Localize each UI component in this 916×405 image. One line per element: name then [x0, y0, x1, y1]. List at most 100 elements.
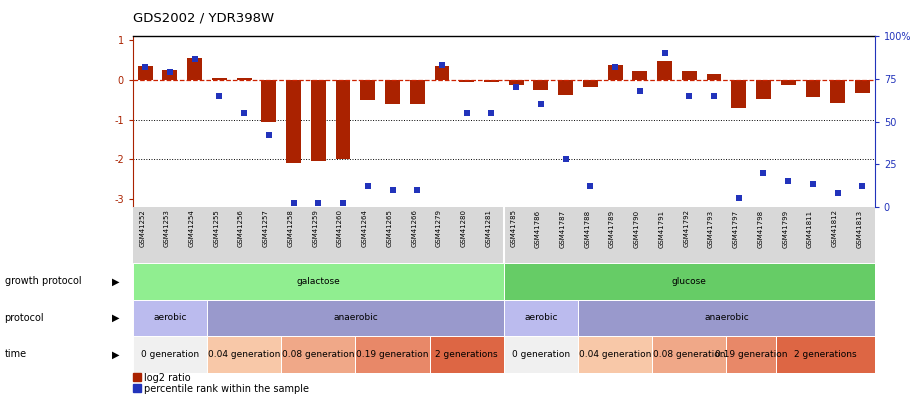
Bar	[409, 80, 425, 104]
Text: growth protocol: growth protocol	[5, 277, 82, 286]
Bar	[805, 80, 821, 96]
Point	[262, 132, 277, 139]
Bar	[355, 336, 430, 373]
Bar	[261, 80, 277, 121]
Bar	[207, 300, 504, 336]
Bar	[558, 80, 573, 95]
Text: GSM41253: GSM41253	[164, 209, 169, 247]
Point	[756, 169, 770, 176]
Text: GSM41813: GSM41813	[856, 209, 862, 247]
Point	[162, 69, 177, 75]
Bar	[286, 80, 301, 163]
Point	[187, 55, 202, 62]
Text: 0 generation: 0 generation	[512, 350, 570, 359]
Text: GSM41793: GSM41793	[708, 209, 714, 247]
Bar	[133, 336, 207, 373]
Point	[731, 195, 746, 201]
Text: GSM41812: GSM41812	[832, 209, 837, 247]
Point	[682, 93, 696, 99]
Bar	[162, 70, 178, 80]
Text: GSM41266: GSM41266	[411, 209, 417, 247]
Text: 0.08 generation: 0.08 generation	[282, 350, 354, 359]
Text: anaerobic: anaerobic	[704, 313, 748, 322]
Text: GSM41797: GSM41797	[733, 209, 738, 247]
Bar	[533, 80, 549, 90]
Bar	[281, 336, 355, 373]
Point	[385, 186, 399, 193]
Text: GSM41785: GSM41785	[510, 209, 516, 247]
Text: GSM41281: GSM41281	[485, 209, 491, 247]
Text: GSM41811: GSM41811	[807, 209, 813, 247]
Text: 2 generations: 2 generations	[435, 350, 498, 359]
Point	[335, 200, 350, 207]
Bar	[207, 336, 281, 373]
Bar	[504, 300, 578, 336]
Point	[137, 64, 152, 70]
Point	[657, 50, 671, 57]
Text: GSM41260: GSM41260	[337, 209, 343, 247]
Text: GSM41265: GSM41265	[387, 209, 392, 247]
Text: GSM41258: GSM41258	[288, 209, 293, 247]
Text: ▶: ▶	[112, 313, 119, 323]
Point	[360, 183, 376, 190]
Text: ▶: ▶	[112, 350, 119, 359]
Text: GSM41252: GSM41252	[139, 209, 145, 247]
Text: GSM41256: GSM41256	[238, 209, 244, 247]
Text: 0.04 generation: 0.04 generation	[208, 350, 280, 359]
Point	[286, 200, 300, 207]
Text: 0 generation: 0 generation	[141, 350, 199, 359]
Text: GSM41789: GSM41789	[609, 209, 616, 247]
Text: time: time	[5, 350, 27, 359]
Text: GSM41257: GSM41257	[263, 209, 269, 247]
Text: GSM41787: GSM41787	[560, 209, 565, 247]
Point	[459, 110, 474, 116]
Text: GSM41790: GSM41790	[634, 209, 639, 247]
Bar	[508, 80, 524, 85]
Bar	[385, 80, 400, 104]
Point	[855, 183, 869, 190]
Point	[608, 64, 623, 70]
Point	[706, 93, 721, 99]
Text: GSM41259: GSM41259	[312, 209, 318, 247]
Text: glucose: glucose	[671, 277, 707, 286]
Point	[311, 200, 325, 207]
Bar	[706, 74, 722, 80]
Point	[236, 110, 251, 116]
Bar	[459, 80, 474, 82]
Point	[806, 181, 821, 188]
Point	[558, 156, 572, 162]
Text: aerobic: aerobic	[153, 313, 187, 322]
Bar	[133, 300, 207, 336]
Bar	[133, 263, 504, 300]
Bar	[187, 58, 202, 80]
Text: galactose: galactose	[297, 277, 340, 286]
Bar	[578, 300, 875, 336]
Bar	[430, 336, 504, 373]
Text: GSM41791: GSM41791	[659, 209, 664, 247]
Point	[830, 190, 845, 196]
Bar	[682, 71, 697, 80]
Bar	[484, 80, 499, 82]
Bar	[756, 80, 771, 99]
Bar	[137, 66, 153, 80]
Point	[212, 93, 226, 99]
Text: protocol: protocol	[5, 313, 44, 323]
Text: GSM41264: GSM41264	[362, 209, 367, 247]
Point	[533, 101, 548, 108]
Text: GSM41279: GSM41279	[436, 209, 442, 247]
Bar	[607, 65, 623, 80]
Bar	[335, 80, 351, 159]
Text: GSM41788: GSM41788	[584, 209, 590, 247]
Point	[508, 84, 523, 91]
Point	[409, 186, 424, 193]
Bar	[583, 80, 598, 87]
Text: GSM41798: GSM41798	[758, 209, 763, 247]
Text: aerobic: aerobic	[524, 313, 558, 322]
Point	[484, 110, 498, 116]
Bar	[855, 80, 870, 93]
Point	[632, 87, 647, 94]
Bar	[632, 71, 648, 80]
Bar	[578, 336, 652, 373]
Bar	[236, 78, 252, 80]
Bar	[212, 78, 227, 80]
